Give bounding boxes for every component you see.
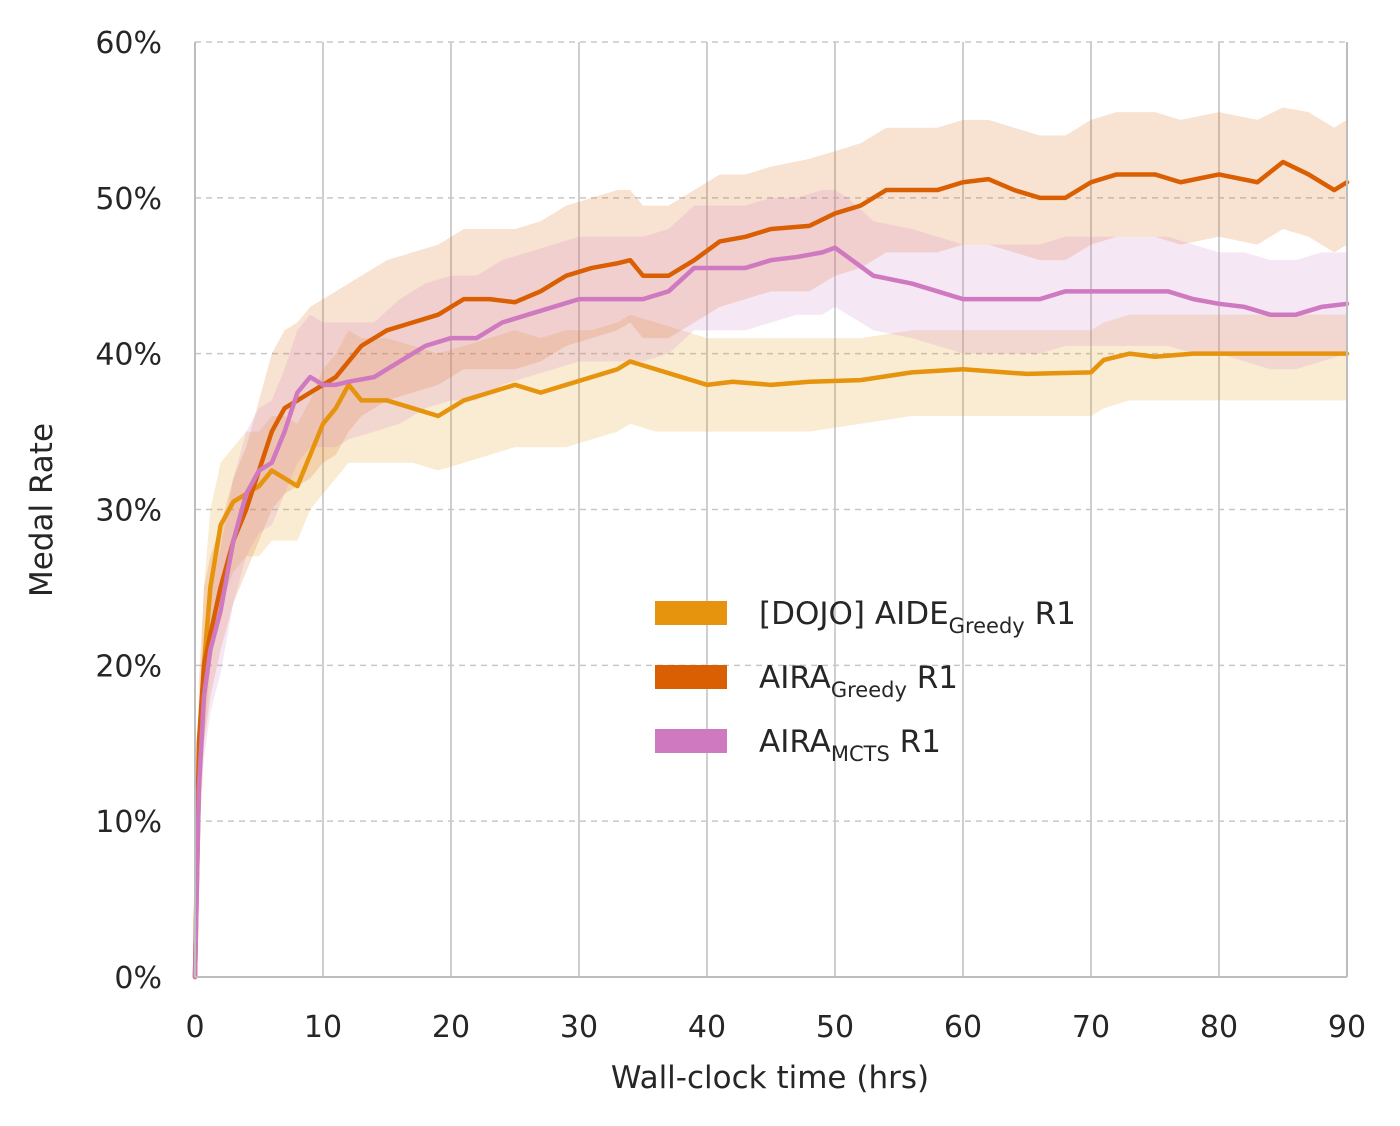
- x-tick-label: 90: [1328, 1010, 1366, 1045]
- y-tick-label: 40%: [95, 338, 162, 373]
- y-tick-label: 0%: [114, 961, 162, 996]
- legend-label: [DOJO] AIDEGreedy R1: [759, 596, 1076, 638]
- legend: [DOJO] AIDEGreedy R1 AIRAGreedy R1 AIRAMCT…: [655, 596, 1076, 766]
- y-tick-label: 30%: [95, 494, 162, 529]
- confidence-band: [195, 314, 1347, 977]
- y-tick-label: 10%: [95, 805, 162, 840]
- x-tick-label: 10: [304, 1010, 342, 1045]
- series-line: [192, 159, 1350, 980]
- x-tick-label: 50: [816, 1010, 854, 1045]
- x-axis-label: Wall-clock time (hrs): [611, 1060, 929, 1096]
- y-axis-label: Medal Rate: [24, 423, 60, 597]
- axes: [194, 42, 1348, 978]
- series-lines: [192, 159, 1350, 980]
- y-tick-label: 20%: [95, 649, 162, 684]
- confidence-band: [195, 107, 1347, 977]
- x-tick-label: 70: [1072, 1010, 1110, 1045]
- y-tick-label: 60%: [95, 26, 162, 61]
- x-tick-label: 20: [432, 1010, 470, 1045]
- legend-swatch: [655, 601, 727, 625]
- x-tick-label: 80: [1200, 1010, 1238, 1045]
- legend-swatch: [655, 665, 727, 689]
- y-tick-labels: 0% 10% 20% 30% 40% 50% 60%: [95, 26, 162, 996]
- series-line: [192, 245, 1350, 980]
- x-tick-label: 0: [185, 1010, 204, 1045]
- legend-label: AIRAMCTS R1: [759, 724, 941, 766]
- x-tick-label: 60: [944, 1010, 982, 1045]
- x-tick-label: 30: [560, 1010, 598, 1045]
- confidence-bands: [195, 107, 1347, 977]
- legend-swatch: [655, 729, 727, 753]
- legend-label: AIRAGreedy R1: [759, 660, 958, 702]
- x-tick-labels: 0 10 20 30 40 50 60 70 80 90: [185, 1010, 1366, 1045]
- grid-lines: [195, 41, 1347, 977]
- x-tick-label: 40: [688, 1010, 726, 1045]
- series-line: [192, 351, 1350, 980]
- confidence-band: [195, 190, 1347, 977]
- y-tick-label: 50%: [95, 182, 162, 217]
